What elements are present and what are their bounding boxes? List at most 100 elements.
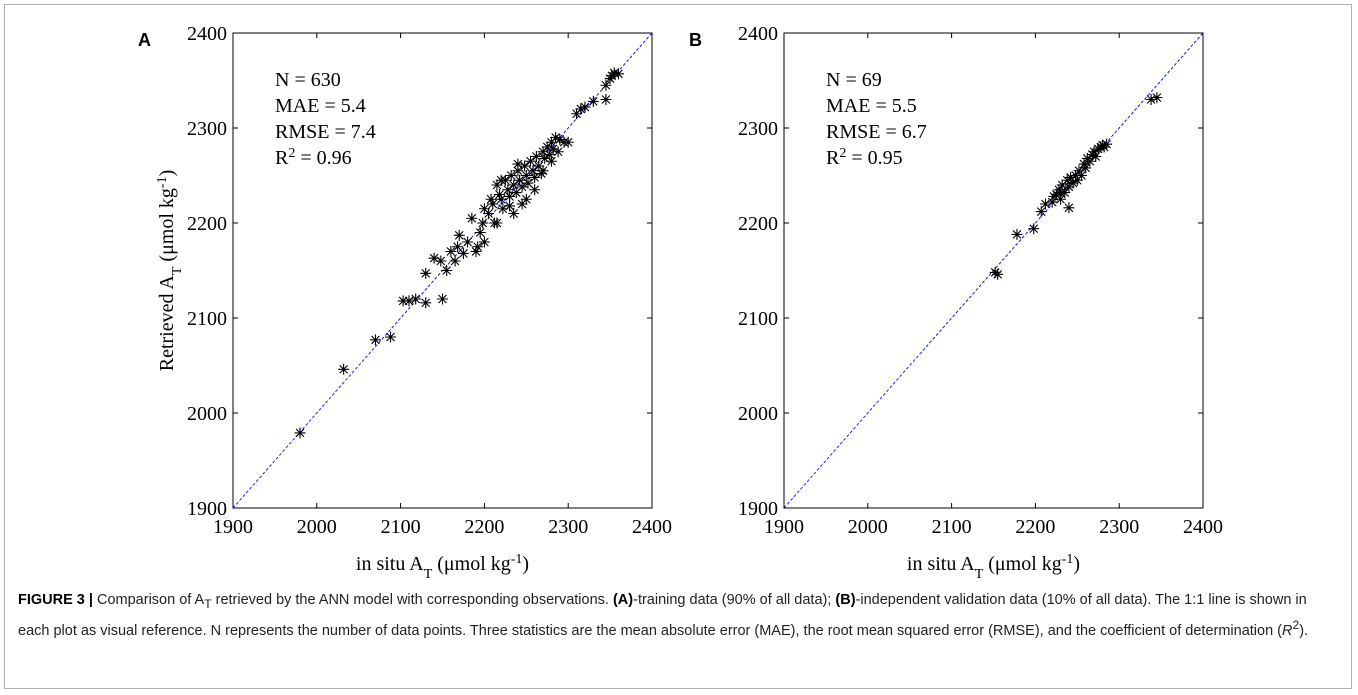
rich-text: MAE = 5.5 (826, 95, 917, 117)
caption-segment: FIGURE 3 | (18, 592, 97, 608)
point (512, 158, 524, 170)
panel-label: B (689, 30, 702, 50)
point (504, 190, 516, 202)
text-segment: = 0.96 (295, 147, 351, 169)
text-segment: RMSE = 6.7 (826, 121, 927, 143)
point (466, 212, 478, 224)
point (550, 132, 562, 143)
point (579, 101, 591, 113)
point (530, 151, 542, 162)
rich-text: in situ AT (μmol kg-1) (907, 552, 1080, 581)
rich-text: in situ AT (μmol kg-1) (356, 552, 529, 581)
text-segment: ) (522, 553, 529, 575)
x-tick-label: 2100 (932, 516, 972, 538)
point (483, 208, 495, 219)
point (478, 203, 490, 215)
rich-text: Retrieved AT (μmol kg-1) (155, 170, 185, 372)
x-tick-label: 2200 (1015, 516, 1055, 538)
figure-frame (4, 4, 1352, 689)
text-segment: (μmol kg (983, 553, 1062, 575)
rich-text: RMSE = 6.7 (826, 121, 927, 143)
point (504, 200, 516, 212)
point (522, 177, 534, 189)
panel-label: A (138, 30, 151, 50)
point (520, 193, 532, 205)
point (604, 73, 616, 85)
point (514, 174, 526, 186)
point (435, 255, 447, 267)
point (493, 189, 505, 200)
text-segment: ) (1073, 553, 1080, 575)
point (397, 295, 409, 307)
point (1063, 202, 1075, 214)
point (449, 255, 461, 267)
point (1070, 170, 1082, 181)
y-tick-label: 2400 (187, 23, 227, 45)
y-tick-label: 2100 (738, 308, 778, 330)
x-tick-label: 2000 (297, 516, 337, 538)
point (541, 141, 553, 153)
text-segment: MAE = 5.4 (275, 95, 366, 117)
text-segment: T (424, 567, 433, 581)
point (420, 267, 432, 279)
point (539, 152, 551, 164)
text-segment: -1 (1062, 552, 1074, 567)
point (420, 297, 432, 309)
point (294, 427, 306, 439)
point (524, 155, 536, 167)
point (575, 103, 587, 115)
point (535, 168, 547, 180)
point (478, 236, 490, 248)
point (385, 331, 397, 343)
point (1048, 190, 1060, 202)
text-segment: 2 (288, 146, 295, 161)
point (491, 179, 503, 191)
point (457, 247, 469, 259)
point (369, 334, 381, 346)
text-segment: -1 (155, 176, 170, 188)
point (1063, 181, 1075, 193)
point (1039, 198, 1051, 210)
y-tick-label: 2200 (187, 213, 227, 235)
point (1145, 94, 1157, 105)
y-tick-label: 1900 (738, 498, 778, 520)
rich-text: RMSE = 7.4 (275, 121, 376, 143)
point (1055, 187, 1067, 199)
point (545, 155, 557, 167)
point (537, 165, 549, 177)
point (547, 143, 559, 155)
text-segment: 2 (839, 146, 846, 161)
point (487, 198, 499, 210)
x-tick-label: 2300 (548, 516, 588, 538)
point (527, 165, 539, 177)
caption: FIGURE 3 | Comparison of AT retrieved by… (18, 590, 1338, 643)
point (474, 227, 486, 238)
y-tick-label: 2100 (187, 308, 227, 330)
text-segment: (μmol kg (156, 188, 178, 267)
rich-text: N = 630 (275, 69, 341, 91)
text-segment: in situ A (907, 553, 975, 575)
rich-text: N = 69 (826, 69, 882, 91)
caption-segment: ). (1299, 623, 1309, 640)
point (338, 363, 350, 375)
point (545, 136, 557, 148)
point (1075, 170, 1087, 181)
point (562, 136, 574, 148)
caption-segment: -independent validation data (10% of all… (18, 592, 1307, 640)
point (445, 246, 457, 257)
text-segment: T (975, 567, 984, 581)
x-tick-label: 2200 (464, 516, 504, 538)
point (516, 181, 528, 193)
point (495, 193, 507, 205)
x-tick-label: 2300 (1099, 516, 1139, 538)
text-segment: MAE = 5.5 (826, 95, 917, 117)
point (508, 208, 520, 219)
point (520, 170, 532, 181)
axes-box (232, 32, 653, 509)
figure: 1900 2000 2100 2200 2300 24001900200021002200… (138, 23, 1223, 581)
caption-segment: R (1282, 623, 1293, 640)
point (1035, 206, 1047, 218)
point (554, 133, 566, 145)
point (1088, 146, 1100, 158)
